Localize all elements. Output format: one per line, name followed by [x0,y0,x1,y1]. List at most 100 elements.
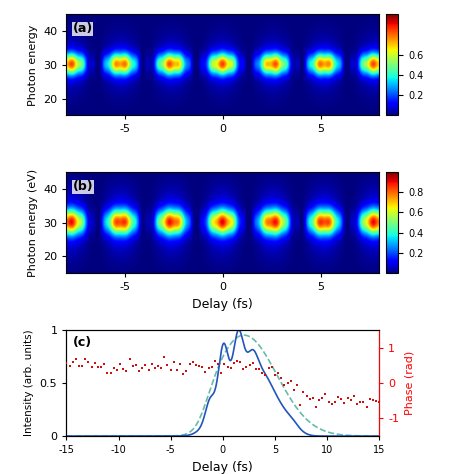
Point [220,360,228,368]
Point [293,382,301,389]
Point [363,403,370,410]
Point [211,357,219,365]
Point [300,388,307,396]
Y-axis label: Photon energy: Photon energy [27,24,37,106]
Point [75,363,83,370]
Point [167,366,174,374]
Point [233,357,241,365]
X-axis label: Delay (fs): Delay (fs) [192,461,253,474]
Point [309,394,317,401]
Point [94,364,102,371]
Point [353,400,361,407]
X-axis label: Delay (fs): Delay (fs) [192,298,253,311]
Point [107,369,114,376]
Point [180,370,187,377]
Point [182,367,190,374]
Point [97,364,105,371]
Point [341,399,348,407]
Point [243,364,250,371]
Point [186,361,193,368]
Point [284,380,292,387]
Point [252,365,260,373]
Text: (b): (b) [73,180,93,193]
Point [268,363,275,371]
Point [85,358,92,366]
Point [334,393,342,401]
Point [138,364,146,371]
Point [360,399,367,406]
Point [132,361,140,369]
Point [116,360,124,368]
Point [66,362,73,370]
Point [258,370,266,377]
Point [214,360,222,368]
Point [110,364,118,372]
Point [347,396,355,404]
Point [296,401,304,409]
Point [319,394,326,402]
Text: (c): (c) [73,336,92,349]
Point [113,366,121,374]
Point [123,367,130,375]
Point [277,374,285,382]
Point [306,395,313,402]
Point [91,359,99,367]
Point [195,362,203,370]
Point [82,355,89,362]
Y-axis label: Photon energy (eV): Photon energy (eV) [27,169,37,277]
Point [325,399,332,406]
Point [69,359,76,366]
Point [356,398,364,406]
Point [161,354,168,361]
Point [274,369,282,376]
Point [126,355,133,363]
Point [315,396,323,404]
Point [312,403,320,411]
Point [154,363,162,370]
Point [157,364,165,372]
Point [255,365,263,373]
Point [249,359,256,366]
Point [331,399,339,406]
Point [287,377,294,385]
Point [337,395,345,403]
Point [344,394,351,402]
Point [366,396,374,403]
Point [350,392,358,400]
Point [201,368,209,375]
Point [290,386,298,394]
Point [375,398,383,405]
Point [142,361,149,369]
Point [145,366,152,374]
Point [227,365,235,372]
Point [151,364,159,372]
Point [328,400,336,408]
Point [119,365,127,373]
Point [239,365,247,373]
Point [63,359,70,367]
Point [262,371,269,379]
Point [224,363,231,371]
Point [72,355,80,363]
Point [164,362,171,369]
Point [281,381,288,389]
Y-axis label: Intensity (arb. units): Intensity (arb. units) [24,329,34,436]
Point [205,365,212,372]
Point [322,390,329,397]
Point [246,361,254,369]
Point [208,364,216,371]
Point [218,369,225,377]
Point [303,392,310,400]
Point [78,363,86,370]
Point [265,364,273,372]
Point [237,358,244,365]
Point [176,361,184,368]
Point [135,367,143,375]
Point [369,396,377,403]
Point [189,358,197,366]
Point [148,360,155,367]
Point [88,364,95,371]
Y-axis label: Phase (rad): Phase (rad) [405,351,415,415]
Point [104,370,111,377]
Point [100,360,108,368]
